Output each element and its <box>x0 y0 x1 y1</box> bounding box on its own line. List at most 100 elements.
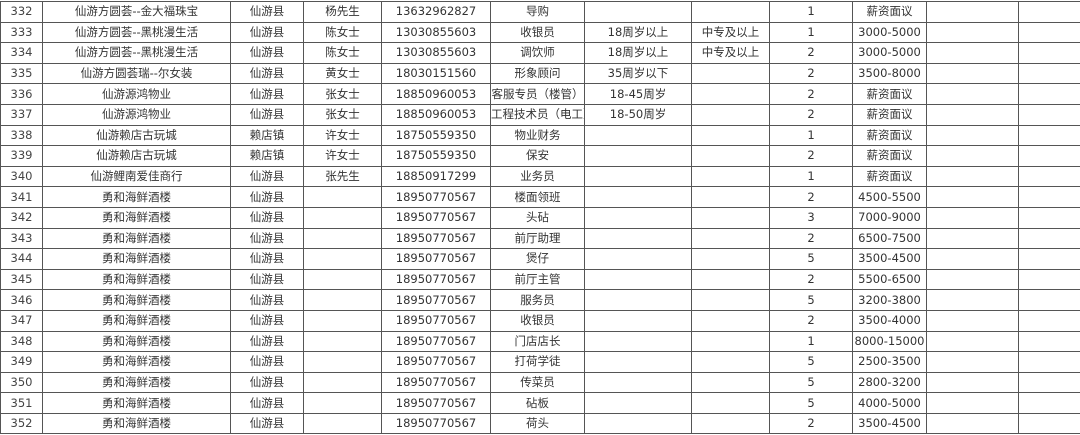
cell-headcount: 2 <box>769 103 853 126</box>
cell-extra-1 <box>926 351 1019 373</box>
cell-age-requirement <box>584 392 692 414</box>
cell-row-number: 346 <box>0 289 43 311</box>
cell-position: 前厅助理 <box>490 227 585 250</box>
cell-extra-2 <box>1018 371 1080 394</box>
cell-contact: 张先生 <box>303 165 382 188</box>
cell-salary: 3500-4500 <box>852 412 927 435</box>
cell-education <box>691 62 770 85</box>
cell-headcount: 1 <box>769 1 853 23</box>
cell-row-number: 352 <box>0 412 43 435</box>
cell-education <box>691 206 770 229</box>
cell-location: 仙游县 <box>230 289 304 311</box>
table-row: 349 勇和海鲜酒楼 仙游县 18950770567 打荷学徒 5 2500-3500 <box>0 351 1080 373</box>
cell-row-number: 336 <box>0 83 43 105</box>
cell-extra-1 <box>926 227 1019 250</box>
cell-company: 仙游源鸿物业 <box>42 103 231 126</box>
cell-education <box>691 268 770 291</box>
cell-location: 仙游县 <box>230 248 304 270</box>
cell-phone: 18950770567 <box>381 371 491 394</box>
cell-row-number: 344 <box>0 248 43 270</box>
table-row: 352 勇和海鲜酒楼 仙游县 18950770567 荷头 2 3500-4500 <box>0 412 1080 435</box>
cell-contact: 许女士 <box>303 124 382 147</box>
cell-extra-1 <box>926 186 1019 208</box>
cell-education <box>691 289 770 311</box>
cell-salary: 6500-7500 <box>852 227 927 250</box>
cell-extra-2 <box>1018 83 1080 105</box>
table-row: 350 勇和海鲜酒楼 仙游县 18950770567 传菜员 5 2800-3200 <box>0 371 1080 394</box>
cell-row-number: 335 <box>0 62 43 85</box>
cell-location: 仙游县 <box>230 103 304 126</box>
cell-extra-2 <box>1018 330 1080 353</box>
cell-contact: 许女士 <box>303 145 382 167</box>
cell-age-requirement <box>584 309 692 332</box>
cell-location: 赖店镇 <box>230 145 304 167</box>
cell-salary: 薪资面议 <box>852 103 927 126</box>
cell-extra-2 <box>1018 309 1080 332</box>
cell-extra-2 <box>1018 21 1080 44</box>
cell-row-number: 351 <box>0 392 43 414</box>
cell-row-number: 333 <box>0 21 43 44</box>
cell-education <box>691 103 770 126</box>
cell-extra-1 <box>926 165 1019 188</box>
cell-row-number: 338 <box>0 124 43 147</box>
cell-contact: 张女士 <box>303 83 382 105</box>
cell-location: 仙游县 <box>230 371 304 394</box>
cell-salary: 7000-9000 <box>852 206 927 229</box>
cell-age-requirement: 18-50周岁 <box>584 103 692 126</box>
cell-row-number: 348 <box>0 330 43 353</box>
table-row: 332 仙游方圆荟--金大福珠宝 仙游县 杨先生 13632962827 导购 1 薪资面议 <box>0 1 1080 23</box>
cell-position: 工程技术员（电工） <box>490 103 585 126</box>
cell-phone: 18030151560 <box>381 62 491 85</box>
cell-contact <box>303 268 382 291</box>
table-row: 344 勇和海鲜酒楼 仙游县 18950770567 煲仔 5 3500-4500 <box>0 248 1080 270</box>
cell-company: 仙游鲤南爱佳商行 <box>42 165 231 188</box>
cell-position: 形象顾问 <box>490 62 585 85</box>
cell-education <box>691 412 770 435</box>
cell-company: 勇和海鲜酒楼 <box>42 268 231 291</box>
cell-education <box>691 248 770 270</box>
cell-extra-1 <box>926 124 1019 147</box>
cell-phone: 18750559350 <box>381 145 491 167</box>
cell-extra-2 <box>1018 206 1080 229</box>
cell-extra-2 <box>1018 227 1080 250</box>
cell-headcount: 2 <box>769 309 853 332</box>
cell-extra-2 <box>1018 124 1080 147</box>
cell-company: 仙游方圆荟--黑桃漫生活 <box>42 42 231 64</box>
cell-position: 保安 <box>490 145 585 167</box>
cell-extra-1 <box>926 83 1019 105</box>
cell-age-requirement <box>584 330 692 353</box>
cell-education <box>691 392 770 414</box>
cell-extra-2 <box>1018 186 1080 208</box>
cell-age-requirement <box>584 206 692 229</box>
cell-salary: 3200-3800 <box>852 289 927 311</box>
cell-position: 楼面领班 <box>490 186 585 208</box>
cell-phone: 18950770567 <box>381 412 491 435</box>
cell-contact <box>303 248 382 270</box>
cell-row-number: 340 <box>0 165 43 188</box>
cell-phone: 18950770567 <box>381 289 491 311</box>
cell-phone: 18950770567 <box>381 206 491 229</box>
cell-phone: 18950770567 <box>381 248 491 270</box>
cell-phone: 18950770567 <box>381 392 491 414</box>
cell-company: 勇和海鲜酒楼 <box>42 412 231 435</box>
cell-contact <box>303 392 382 414</box>
cell-position: 砧板 <box>490 392 585 414</box>
cell-position: 物业财务 <box>490 124 585 147</box>
cell-location: 仙游县 <box>230 351 304 373</box>
cell-phone: 18950770567 <box>381 227 491 250</box>
cell-age-requirement <box>584 371 692 394</box>
cell-extra-1 <box>926 42 1019 64</box>
cell-headcount: 2 <box>769 145 853 167</box>
cell-extra-2 <box>1018 1 1080 23</box>
cell-salary: 薪资面议 <box>852 1 927 23</box>
cell-salary: 8000-15000 <box>852 330 927 353</box>
cell-position: 调饮师 <box>490 42 585 64</box>
table-row: 337 仙游源鸿物业 仙游县 张女士 18850960053 工程技术员（电工） 18-50… <box>0 103 1080 126</box>
cell-phone: 13030855603 <box>381 42 491 64</box>
cell-phone: 18950770567 <box>381 330 491 353</box>
cell-education <box>691 371 770 394</box>
cell-extra-1 <box>926 145 1019 167</box>
cell-age-requirement: 18-45周岁 <box>584 83 692 105</box>
cell-location: 仙游县 <box>230 206 304 229</box>
cell-company: 仙游源鸿物业 <box>42 83 231 105</box>
